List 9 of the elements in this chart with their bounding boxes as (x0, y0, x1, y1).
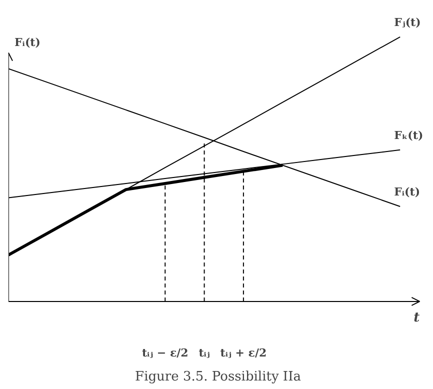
x-tick-label: tᵢⱼ − ε/2 (142, 346, 188, 360)
x-axis-title: t (414, 310, 420, 326)
y-axis-title: Fᵢ(t) (14, 36, 40, 49)
series-label: Fᵢ(t) (394, 186, 420, 199)
series-label: Fₖ(t) (394, 128, 424, 142)
caption: Figure 3.5. Possibility IIa (135, 370, 302, 384)
x-tick-label: tᵢⱼ (198, 346, 210, 360)
series-label: Fⱼ(t) (394, 16, 421, 29)
x-tick-label: tᵢⱼ + ε/2 (220, 346, 267, 360)
